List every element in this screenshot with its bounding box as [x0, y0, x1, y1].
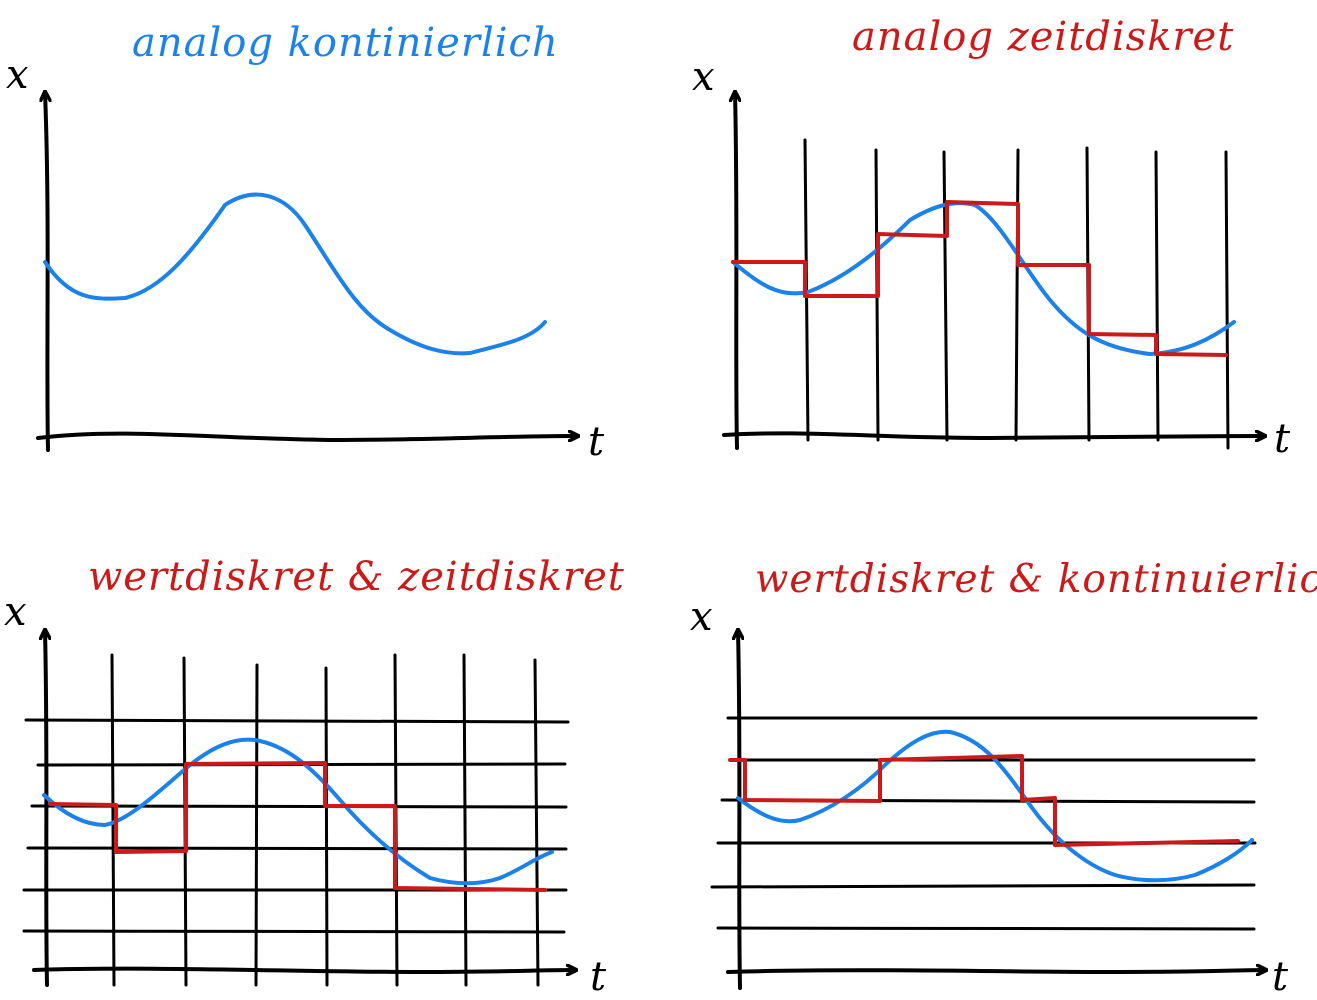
grid-line — [22, 929, 566, 934]
continuous-signal-curve — [736, 729, 1254, 883]
grid-line — [1014, 148, 1020, 442]
x-axis-label: t — [1272, 954, 1289, 1000]
sampled-signal-steps — [731, 200, 1228, 357]
grid-line — [24, 718, 570, 724]
panel-title: analog kontinierlich — [132, 20, 559, 66]
continuous-signal-curve — [731, 201, 1236, 356]
grid-line — [26, 846, 568, 851]
y-axis-label: x — [692, 54, 715, 100]
quantization-grid — [22, 653, 570, 987]
grid-line — [254, 663, 259, 987]
x-axis — [32, 969, 576, 972]
x-axis — [726, 970, 1266, 972]
grid-line — [1224, 150, 1230, 450]
grid-line — [942, 150, 949, 442]
y-axis — [735, 92, 737, 450]
continuous-signal-curve — [43, 192, 547, 356]
grid-line — [533, 658, 540, 987]
y-axis-label: x — [690, 594, 713, 640]
y-axis-label: x — [4, 589, 27, 635]
x-axis-label: t — [588, 419, 605, 465]
y-axis — [738, 630, 740, 990]
grid-line — [30, 804, 568, 809]
x-axis-label: t — [590, 954, 607, 1000]
y-axis — [45, 630, 47, 987]
grid-line — [716, 926, 1256, 931]
x-axis-label: t — [1274, 416, 1291, 462]
y-axis — [45, 92, 48, 452]
panel-title: wertdiskret & kontinuierlich — [755, 557, 1317, 602]
grid-line — [110, 653, 116, 987]
panel-title: wertdiskret & zeitdiskret — [88, 554, 625, 600]
grid-line — [710, 883, 1256, 889]
grid-line — [462, 653, 468, 987]
panel-analog-time-discrete: analog zeitdiskret x t — [692, 14, 1291, 462]
panel-value-and-time-discrete: wertdiskret & zeitdiskret x t — [4, 554, 625, 1000]
panel-title: analog zeitdiskret — [852, 14, 1234, 60]
y-axis-label: x — [6, 52, 29, 98]
quantized-sampled-steps — [48, 761, 547, 892]
grid-line — [1154, 150, 1160, 442]
x-axis — [722, 433, 1265, 438]
grid-line — [324, 666, 329, 987]
quantized-continuous-steps — [728, 754, 1240, 847]
panel-value-discrete-continuous: wertdiskret & kontinuierlich x t — [690, 557, 1317, 1000]
panel-analog-continuous: analog kontinierlich x t — [6, 20, 605, 465]
x-axis — [36, 434, 578, 440]
